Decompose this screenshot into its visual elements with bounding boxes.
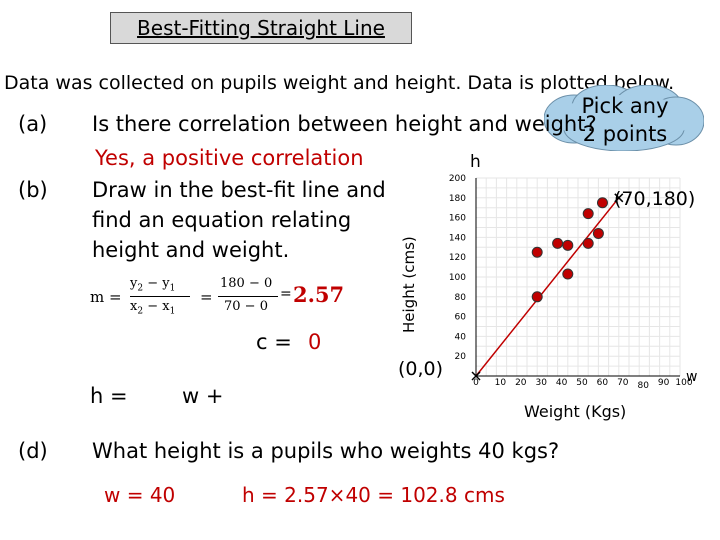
gradient-denominator: x2 − x1 [130, 299, 176, 317]
end-point-label: (70,180) [614, 188, 696, 210]
gradient-numerator: y2 − y1 [130, 276, 176, 294]
x-tick-label: 100 [675, 378, 692, 388]
part-d-h-calc: h = 2.57×40 = 102.8 cms [242, 483, 505, 507]
gradient-formula: m = y2 − y1 x2 − x1 = 180 − 0 70 − 0 = 2… [90, 276, 344, 324]
c-label: c = [256, 330, 292, 354]
best-fit-line-segment [475, 197, 620, 377]
y-tick-label: 120 [449, 253, 466, 263]
cloud-text: Pick any 2 points [560, 92, 690, 148]
endpoint-cross [614, 193, 624, 203]
best-fit-line [471, 193, 624, 381]
data-point [596, 197, 608, 209]
data-points [531, 197, 608, 303]
cloud-callout [544, 85, 704, 151]
part-a-answer: Yes, a positive correlation [95, 146, 364, 170]
part-d-label: (d) [18, 439, 48, 463]
y-tick-label: 100 [449, 273, 466, 283]
y-tick-label: 20 [455, 352, 467, 362]
data-point [531, 291, 543, 303]
part-d-question: What height is a pupils who weights 40 k… [92, 439, 560, 463]
y-tick-label: 160 [449, 214, 466, 224]
x-tick-label: 80 [637, 381, 649, 391]
data-point [592, 227, 604, 239]
origin-cross [471, 371, 481, 381]
part-a-question: Is there correlation between height and … [92, 112, 597, 136]
x-tick-label: 70 [617, 378, 629, 388]
fraction-bar [130, 296, 190, 297]
part-b-line-3: height and weight. [92, 238, 290, 262]
chart-axes [475, 178, 680, 377]
y-tick-label: 180 [449, 194, 466, 204]
data-point [582, 237, 594, 249]
x-tick-label: 60 [597, 378, 609, 388]
gradient-num-values: 180 − 0 [220, 276, 273, 291]
part-b-line-1: Draw in the best-fit line and [92, 178, 386, 202]
x-tick-label: 90 [658, 378, 670, 388]
fraction-bar-values [218, 296, 278, 297]
x-tick-label: 20 [515, 378, 527, 388]
data-point [552, 237, 564, 249]
cloud-line-1: Pick any [581, 94, 669, 118]
y-tick-label: 200 [449, 174, 466, 184]
data-point [562, 268, 574, 280]
x-tick-label: 0 [473, 378, 479, 388]
gradient-result: 2.57 [293, 282, 345, 307]
y-tick-label: 40 [455, 332, 467, 342]
data-point [531, 246, 543, 258]
data-point [562, 239, 574, 251]
page-title: Best-Fitting Straight Line [110, 12, 412, 44]
origin-point-label: (0,0) [398, 358, 444, 380]
c-value: 0 [308, 330, 322, 354]
part-a-label: (a) [18, 112, 48, 136]
gradient-equals-2: = [280, 286, 292, 302]
y-axis-letter: h [470, 152, 481, 172]
x-tick-label: 50 [576, 378, 588, 388]
x-tick-label: 10 [495, 378, 507, 388]
x-axis-letter: w [686, 369, 698, 385]
y-axis-label: Height (cms) [400, 236, 418, 333]
h-equation-label: h = [90, 384, 128, 408]
data-point [582, 208, 594, 220]
part-d-w-value: w = 40 [104, 483, 176, 507]
x-axis-label: Weight (Kgs) [524, 402, 627, 421]
part-b-line-2: find an equation relating [92, 208, 352, 232]
y-tick-label: 140 [449, 233, 466, 243]
part-b-label: (b) [18, 178, 48, 202]
y-tick-label: 80 [455, 293, 467, 303]
gradient-m: m = [90, 288, 122, 306]
w-equation-label: w + [182, 384, 224, 408]
intro-text: Data was collected on pupils weight and … [4, 72, 675, 94]
x-tick-label: 30 [535, 378, 547, 388]
chart-ticks: 20 40 60 80 100 120 140 160 180 200 0 10 20 30 40 50 60 7… [449, 174, 693, 391]
x-tick-label: 40 [556, 378, 568, 388]
gradient-equals: = [200, 288, 213, 306]
cloud-line-2: 2 points [582, 122, 668, 146]
y-tick-label: 60 [455, 313, 467, 323]
gradient-den-values: 70 − 0 [224, 299, 268, 314]
